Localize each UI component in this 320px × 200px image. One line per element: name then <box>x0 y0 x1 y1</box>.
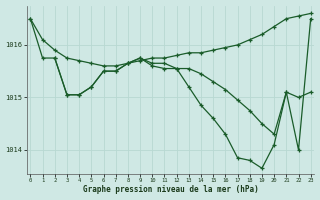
X-axis label: Graphe pression niveau de la mer (hPa): Graphe pression niveau de la mer (hPa) <box>83 185 259 194</box>
